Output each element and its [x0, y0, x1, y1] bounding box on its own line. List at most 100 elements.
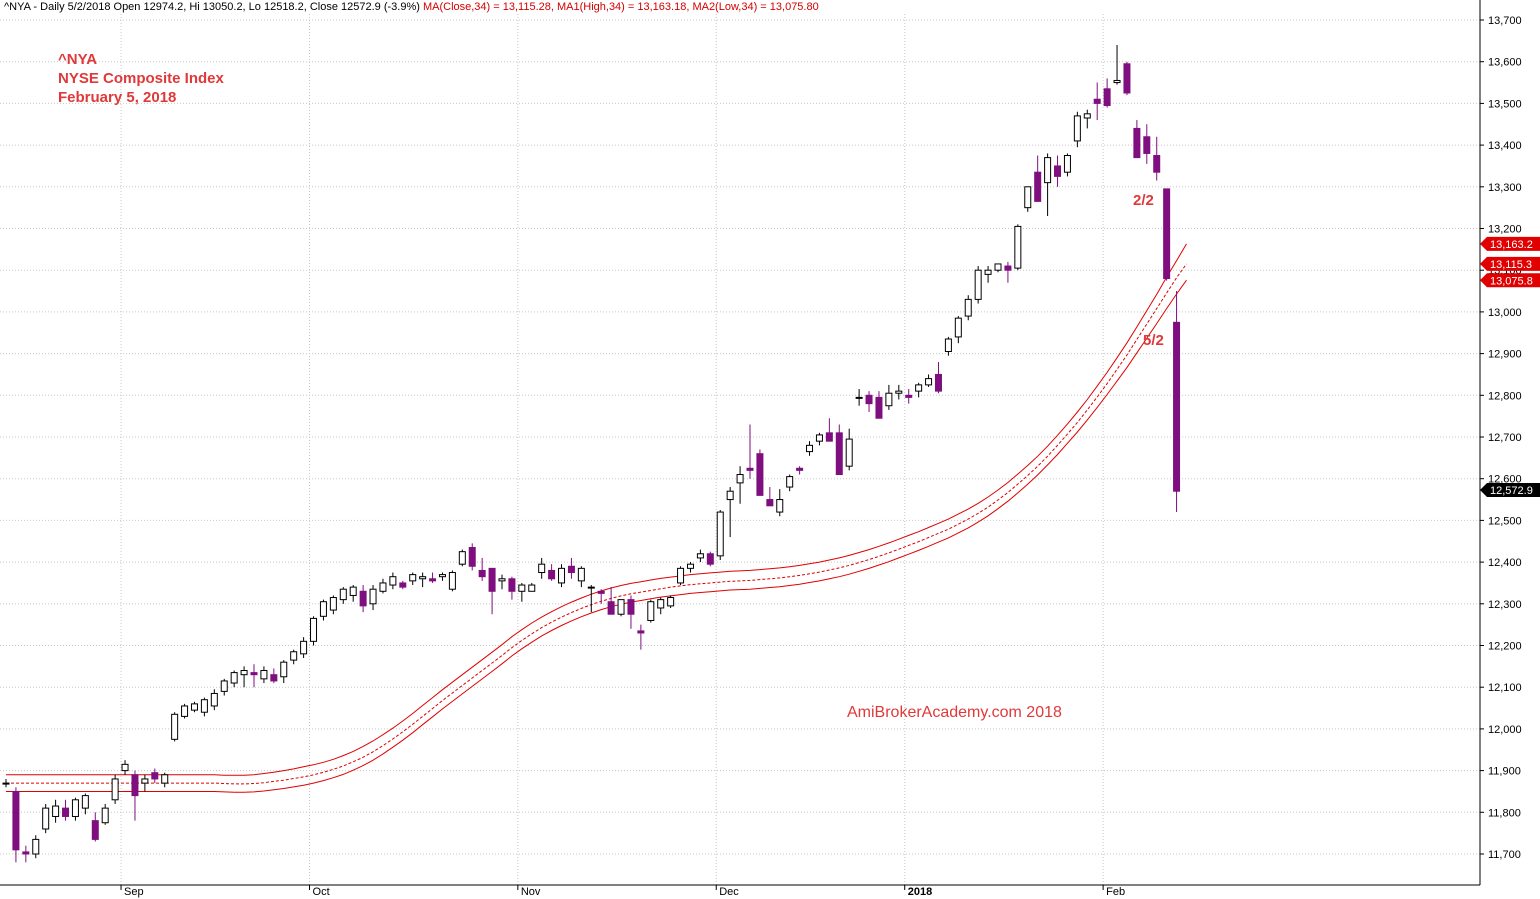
- candle-body: [607, 601, 615, 615]
- candle-body: [756, 453, 764, 496]
- candle-up: [339, 587, 347, 604]
- candle-body: [220, 680, 228, 692]
- candle-body: [1153, 155, 1161, 173]
- candle-body: [746, 467, 754, 471]
- candle-down: [62, 799, 70, 821]
- candle-body: [290, 651, 298, 661]
- candle-down: [865, 391, 873, 412]
- candle-up: [230, 670, 238, 688]
- candle-body: [1083, 113, 1091, 119]
- candle-up: [915, 382, 923, 398]
- candle-down: [1034, 155, 1042, 202]
- candle-body: [895, 390, 903, 394]
- candle-down: [1054, 155, 1062, 187]
- candle-body: [121, 763, 129, 772]
- candle-body: [1044, 157, 1052, 184]
- candle-up: [458, 549, 466, 567]
- x-tick-label: Nov: [521, 886, 541, 898]
- candle-body: [359, 590, 367, 607]
- candle-up: [389, 572, 397, 590]
- candle-down: [607, 587, 615, 615]
- candle-down: [1004, 261, 1012, 283]
- candle-down: [706, 551, 714, 567]
- candle-up: [686, 562, 694, 573]
- annotation-label-feb5: 5/2: [1143, 332, 1164, 349]
- candle-body: [81, 795, 89, 809]
- candle-up: [925, 374, 933, 387]
- candle-down: [905, 389, 913, 404]
- candle-body: [726, 490, 734, 501]
- candle-up: [498, 574, 506, 590]
- candle-up: [736, 466, 744, 504]
- candle-body: [885, 392, 893, 407]
- candle-body: [776, 499, 784, 513]
- candle-up: [2, 778, 10, 788]
- candle-down: [1173, 291, 1181, 513]
- candle-up: [349, 585, 357, 602]
- y-tick-label: 13,300: [1488, 182, 1522, 194]
- candle-body: [339, 588, 347, 601]
- candle-up: [81, 793, 89, 815]
- candle-body: [1123, 63, 1131, 94]
- candle-down: [399, 580, 407, 590]
- candle-body: [637, 630, 645, 634]
- candle-up: [141, 774, 149, 792]
- candle-body: [498, 578, 506, 582]
- watermark-text: AmiBroker​Academy.com 2018: [847, 704, 1062, 721]
- last-price-badge: 12,572.9: [1480, 483, 1540, 498]
- candle-body: [796, 467, 804, 471]
- candle-down: [22, 845, 30, 863]
- candle-down: [270, 668, 278, 684]
- candle-body: [1093, 98, 1101, 104]
- candle-up: [1073, 111, 1081, 148]
- candle-down: [151, 768, 159, 784]
- y-tick-label: 12,500: [1488, 515, 1522, 527]
- candle-up: [786, 474, 794, 492]
- candle-up: [161, 772, 169, 788]
- x-tick-label: Feb: [1106, 886, 1125, 898]
- candle-up: [657, 597, 665, 615]
- candle-down: [250, 664, 258, 688]
- candle-body: [964, 298, 972, 317]
- candle-up: [319, 599, 327, 621]
- candle-body: [52, 805, 60, 817]
- candle-body: [210, 692, 218, 707]
- candle-body: [419, 576, 427, 580]
- candle-up: [647, 599, 655, 623]
- candle-up: [210, 689, 218, 711]
- header-ohlc: ^NYA - Daily 5/2/2018 Open 12974.2, Hi 1…: [4, 1, 420, 13]
- candle-down: [508, 576, 516, 600]
- ma-close-line: [6, 263, 1187, 785]
- candle-body: [1173, 321, 1181, 492]
- candle-body: [587, 586, 595, 589]
- candle-body: [1133, 127, 1141, 159]
- candle-body: [597, 590, 605, 594]
- candle-body: [736, 474, 744, 484]
- annotation-date: February 5, 2018: [58, 89, 177, 106]
- candle-body: [468, 547, 476, 567]
- candle-body: [91, 820, 99, 840]
- candle-body: [994, 263, 1002, 271]
- candle-up: [121, 760, 129, 775]
- candle-down: [825, 418, 833, 442]
- candle-up: [974, 266, 982, 304]
- candle-body: [627, 599, 635, 615]
- candle-up: [409, 572, 417, 586]
- candle-up: [1113, 45, 1121, 85]
- candle-body: [766, 499, 774, 507]
- candle-up: [815, 432, 823, 446]
- candle-up: [101, 803, 109, 825]
- y-tick-label: 12,900: [1488, 349, 1522, 361]
- candle-down: [637, 624, 645, 650]
- candle-body: [577, 567, 585, 582]
- y-tick-label: 12,300: [1488, 599, 1522, 611]
- candle-body: [706, 553, 714, 565]
- candle-body: [934, 373, 942, 392]
- candle-down: [1133, 120, 1141, 159]
- candle-down: [934, 361, 942, 394]
- candle-body: [71, 799, 79, 817]
- candle-body: [1034, 171, 1042, 202]
- candle-down: [1093, 82, 1101, 121]
- candle-up: [379, 578, 387, 594]
